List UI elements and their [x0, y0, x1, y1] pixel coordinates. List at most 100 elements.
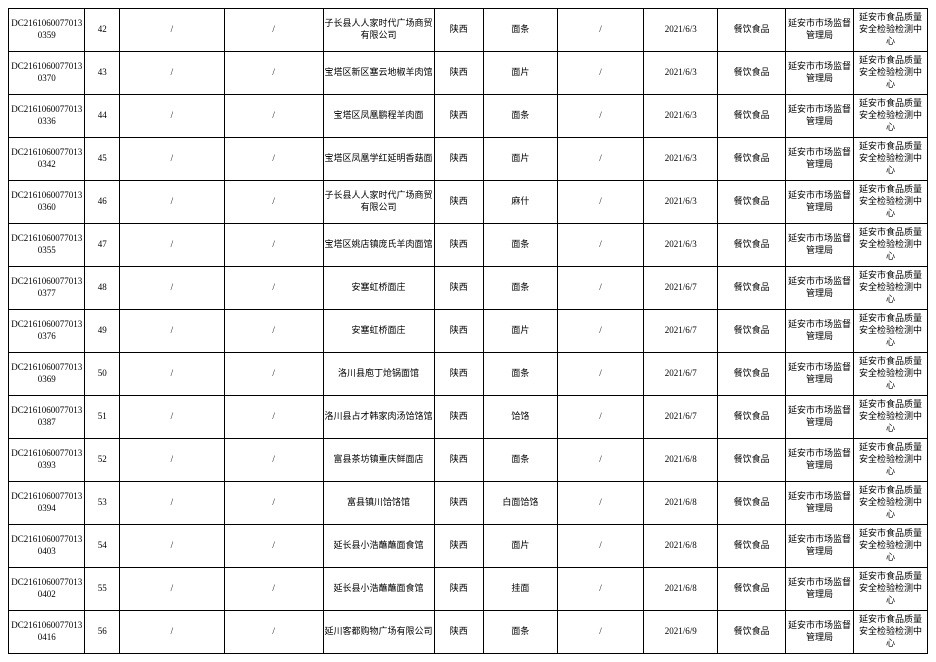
table-row: DC2161060077013033644//宝塔区凤凰鹏程羊肉面陕西面条/20…: [9, 95, 928, 138]
table-row: DC2161060077013039352//富县茶坊镇重庆鲜面店陕西面条/20…: [9, 439, 928, 482]
table-row: DC2161060077013034245//宝塔区凤凰学红延明香菇面陕西面片/…: [9, 138, 928, 181]
cell-spec: /: [557, 267, 643, 310]
cell-prov: 陕西: [434, 525, 483, 568]
cell-cat: 餐饮食品: [718, 9, 786, 52]
cell-c4: /: [224, 568, 323, 611]
cell-spec: /: [557, 482, 643, 525]
cell-unit: 子长县人人家时代广场商贸有限公司: [323, 9, 434, 52]
cell-agency: 延安市市场监督管理局: [786, 181, 854, 224]
cell-spec: /: [557, 353, 643, 396]
cell-lab: 延安市食品质量安全检验检测中心: [853, 267, 927, 310]
cell-c3: /: [120, 52, 225, 95]
cell-spec: /: [557, 611, 643, 654]
cell-c3: /: [120, 138, 225, 181]
cell-cat: 餐饮食品: [718, 181, 786, 224]
cell-item: 挂面: [483, 568, 557, 611]
cell-num: 45: [85, 138, 120, 181]
cell-id: DC21610600770130359: [9, 9, 85, 52]
cell-unit: 富县镇川饸饹馆: [323, 482, 434, 525]
cell-agency: 延安市市场监督管理局: [786, 95, 854, 138]
cell-c3: /: [120, 267, 225, 310]
cell-cat: 餐饮食品: [718, 611, 786, 654]
cell-item: 面条: [483, 611, 557, 654]
cell-item: 麻什: [483, 181, 557, 224]
cell-c4: /: [224, 353, 323, 396]
cell-prov: 陕西: [434, 9, 483, 52]
cell-id: DC21610600770130376: [9, 310, 85, 353]
cell-c4: /: [224, 52, 323, 95]
cell-date: 2021/6/8: [644, 525, 718, 568]
cell-num: 49: [85, 310, 120, 353]
cell-unit: 富县茶坊镇重庆鲜面店: [323, 439, 434, 482]
cell-c4: /: [224, 181, 323, 224]
cell-item: 面片: [483, 52, 557, 95]
cell-unit: 洛川县占才韩家肉汤饸饹馆: [323, 396, 434, 439]
cell-agency: 延安市市场监督管理局: [786, 525, 854, 568]
cell-spec: /: [557, 525, 643, 568]
cell-agency: 延安市市场监督管理局: [786, 267, 854, 310]
cell-lab: 延安市食品质量安全检验检测中心: [853, 52, 927, 95]
table-row: DC2161060077013037748//安塞虹桥面庄陕西面条/2021/6…: [9, 267, 928, 310]
cell-spec: /: [557, 9, 643, 52]
cell-prov: 陕西: [434, 568, 483, 611]
cell-date: 2021/6/3: [644, 224, 718, 267]
cell-cat: 餐饮食品: [718, 310, 786, 353]
cell-c4: /: [224, 224, 323, 267]
cell-id: DC21610600770130393: [9, 439, 85, 482]
cell-spec: /: [557, 52, 643, 95]
cell-spec: /: [557, 439, 643, 482]
cell-date: 2021/6/3: [644, 52, 718, 95]
cell-lab: 延安市食品质量安全检验检测中心: [853, 611, 927, 654]
cell-c3: /: [120, 310, 225, 353]
cell-agency: 延安市市场监督管理局: [786, 482, 854, 525]
cell-cat: 餐饮食品: [718, 353, 786, 396]
cell-c4: /: [224, 525, 323, 568]
cell-agency: 延安市市场监督管理局: [786, 396, 854, 439]
cell-unit: 延川客都购物广场有限公司: [323, 611, 434, 654]
cell-c4: /: [224, 310, 323, 353]
cell-agency: 延安市市场监督管理局: [786, 52, 854, 95]
cell-c3: /: [120, 224, 225, 267]
cell-c3: /: [120, 525, 225, 568]
cell-item: 面条: [483, 439, 557, 482]
cell-date: 2021/6/9: [644, 611, 718, 654]
cell-spec: /: [557, 310, 643, 353]
cell-cat: 餐饮食品: [718, 267, 786, 310]
cell-id: DC21610600770130377: [9, 267, 85, 310]
cell-item: 饸饹: [483, 396, 557, 439]
cell-num: 56: [85, 611, 120, 654]
cell-c4: /: [224, 611, 323, 654]
cell-prov: 陕西: [434, 224, 483, 267]
cell-num: 44: [85, 95, 120, 138]
cell-prov: 陕西: [434, 353, 483, 396]
cell-agency: 延安市市场监督管理局: [786, 310, 854, 353]
table-body: DC2161060077013035942//子长县人人家时代广场商贸有限公司陕…: [9, 9, 928, 654]
cell-num: 52: [85, 439, 120, 482]
cell-prov: 陕西: [434, 267, 483, 310]
cell-lab: 延安市食品质量安全检验检测中心: [853, 224, 927, 267]
cell-item: 面条: [483, 267, 557, 310]
cell-id: DC21610600770130403: [9, 525, 85, 568]
cell-c3: /: [120, 95, 225, 138]
cell-item: 面片: [483, 310, 557, 353]
cell-cat: 餐饮食品: [718, 568, 786, 611]
cell-num: 51: [85, 396, 120, 439]
cell-spec: /: [557, 224, 643, 267]
cell-c4: /: [224, 138, 323, 181]
cell-agency: 延安市市场监督管理局: [786, 138, 854, 181]
cell-date: 2021/6/7: [644, 353, 718, 396]
cell-agency: 延安市市场监督管理局: [786, 611, 854, 654]
table-row: DC2161060077013040255//延长县小浩蘸蘸面食馆陕西挂面/20…: [9, 568, 928, 611]
cell-date: 2021/6/7: [644, 267, 718, 310]
cell-lab: 延安市食品质量安全检验检测中心: [853, 482, 927, 525]
cell-spec: /: [557, 568, 643, 611]
cell-num: 48: [85, 267, 120, 310]
table-row: DC2161060077013039453//富县镇川饸饹馆陕西白面饸饹/202…: [9, 482, 928, 525]
cell-id: DC21610600770130342: [9, 138, 85, 181]
table-row: DC2161060077013037043//宝塔区新区塞云地椒羊肉馆陕西面片/…: [9, 52, 928, 95]
cell-num: 53: [85, 482, 120, 525]
table-row: DC2161060077013040354//延长县小浩蘸蘸面食馆陕西面片/20…: [9, 525, 928, 568]
cell-id: DC21610600770130355: [9, 224, 85, 267]
cell-lab: 延安市食品质量安全检验检测中心: [853, 95, 927, 138]
cell-lab: 延安市食品质量安全检验检测中心: [853, 181, 927, 224]
